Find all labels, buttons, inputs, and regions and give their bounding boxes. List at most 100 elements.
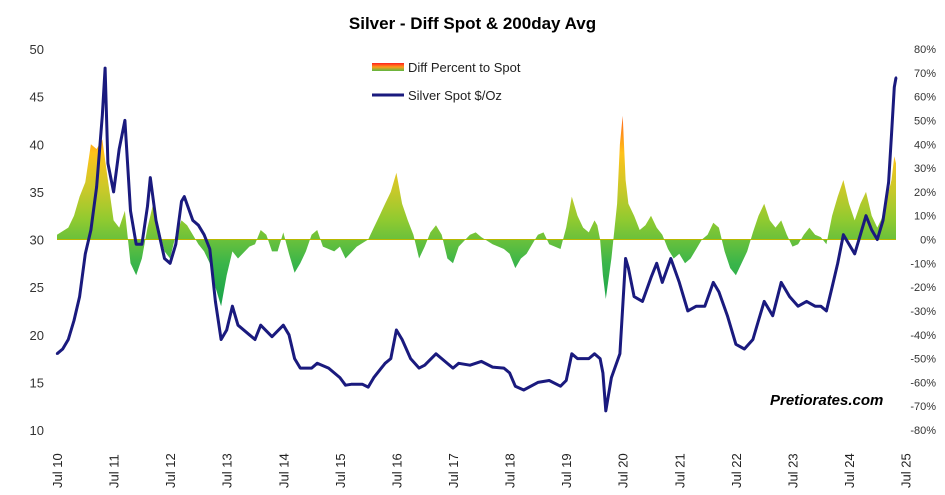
silver-spot-point [836,262,839,265]
x-axis-tick-label: Jul 20 [616,453,631,488]
silver-spot-point [344,384,347,387]
silver-spot-point [480,360,483,363]
silver-spot-point [101,114,104,117]
right-axis-tick-label: -80% [910,425,936,437]
right-axis-tick-label: -40% [910,330,936,342]
silver-spot-point [703,305,706,308]
silver-spot-point [236,324,240,327]
x-axis-tick-label: Jul 17 [446,453,461,488]
left-axis-tick-label: 10 [30,423,44,438]
silver-spot-point [819,305,822,308]
silver-spot-point [859,233,862,236]
silver-spot-point [893,85,896,89]
silver-spot-point [661,281,664,284]
silver-spot-point [576,357,579,360]
silver-spot-point [248,333,251,336]
silver-spot-point [168,262,172,265]
silver-spot-point [847,243,851,246]
silver-spot-point [514,385,517,388]
silver-spot-point [502,366,506,370]
silver-spot-point [400,338,404,341]
diff-area-layer [57,115,896,307]
silver-spot-point [751,338,755,341]
right-axis-tick-label: -30% [910,306,936,318]
right-axis: 80% 70% 60% 50% 40% 30% 20% 10% 0% -10% -20% -30% -4… [910,44,936,437]
silver-spot-point [712,281,715,284]
legend-area-swatch [372,63,404,71]
silver-spot-point [61,347,64,351]
silver-spot-point [282,324,285,327]
x-axis: Jul 10 Jul 11 Jul 12 Jul 13 Jul 14 Jul 15 Jul … [50,453,914,488]
silver-spot-point [361,383,364,386]
silver-spot-point [890,133,893,136]
left-axis-tick-label: 50 [30,42,44,57]
silver-spot-point [174,243,177,246]
silver-spot-point [409,357,412,360]
x-axis-tick-label: Jul 19 [559,453,574,488]
silver-spot-point [197,224,200,227]
silver-spot-line [56,66,898,413]
silver-spot-point [350,383,353,386]
silver-spot-point [565,379,568,382]
silver-spot-point [208,247,211,251]
right-axis-tick-label: -50% [910,354,936,366]
right-axis-tick-label: 50% [914,115,936,127]
silver-spot-point [95,185,98,189]
left-axis: 50 45 40 35 30 25 20 15 10 [30,42,44,438]
silver-spot-point [72,319,76,322]
x-axis-tick-label: Jul 23 [786,453,801,488]
silver-spot-point [149,176,152,179]
silver-spot-point [129,209,132,213]
silver-spot-point [253,338,257,341]
silver-spot-point [154,219,158,222]
silver-spot-point [191,219,194,222]
silver-spot-point [103,66,107,70]
silver-spot-point [610,376,613,379]
right-axis-tick-label: 20% [914,187,936,199]
left-axis-tick-label: 45 [30,90,44,105]
chart-title: Silver - Diff Spot & 200day Avg [348,14,597,33]
silver-spot-point [287,333,291,336]
silver-spot-point [395,328,398,332]
left-axis-tick-label: 40 [30,137,44,152]
left-axis-tick-label: 25 [30,280,44,295]
silver-spot-point [536,381,540,384]
silver-spot-point [55,352,59,355]
silver-spot-point [225,328,228,332]
silver-spot-point [598,357,602,360]
right-axis-tick-label: 10% [914,211,936,223]
x-axis-tick-label: Jul 16 [389,453,404,488]
silver-spot-point [508,371,511,375]
silver-spot-point [457,362,460,365]
silver-spot-point [678,281,681,284]
silver-spot-point [231,305,234,308]
x-axis-tick-label: Jul 13 [220,453,235,488]
x-axis-tick-label: Jul 12 [163,453,178,488]
price-line-layer [55,66,898,413]
silver-spot-point [641,300,644,303]
x-axis-tick-label: Jul 18 [503,453,518,488]
x-axis-tick-label: Jul 15 [333,453,348,488]
right-axis-tick-label: 40% [914,139,936,151]
right-axis-tick-label: -60% [910,377,936,389]
silver-spot-point [763,300,766,303]
silver-spot-point [135,243,138,246]
silver-spot-point [695,305,698,308]
x-axis-tick-label: Jul 11 [107,454,122,488]
x-axis-tick-label: Jul 25 [899,453,914,488]
right-axis-tick-label: 60% [914,92,936,104]
x-axis-tick-label: Jul 22 [729,453,744,488]
silver-spot-point [522,388,525,392]
silver-spot-point [780,281,783,284]
silver-spot-point [717,290,721,294]
silver-spot-point [468,364,472,367]
silver-spot-point [84,252,87,255]
silver-spot-point [338,376,342,379]
silver-spot-point [383,362,387,365]
silver-spot-point [202,233,206,236]
silver-spot-point [299,366,302,370]
silver-spot-point [805,300,808,303]
silver-spot-point [830,285,834,289]
silver-spot-point [587,357,590,360]
left-axis-tick-label: 35 [30,185,44,200]
